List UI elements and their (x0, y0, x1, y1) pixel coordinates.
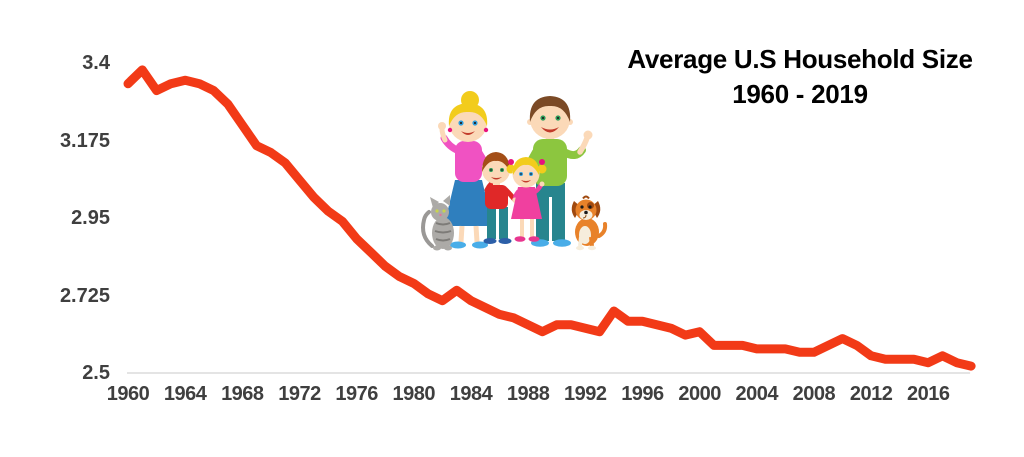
y-axis-tick-label: 2.725 (59, 284, 110, 307)
x-axis-tick-label: 1968 (221, 383, 264, 405)
x-axis-tick-label: 1964 (163, 383, 207, 405)
data-line (123, 65, 976, 371)
x-axis-tick-label: 1996 (621, 383, 664, 405)
x-axis-tick-label: 1960 (106, 383, 150, 405)
x-axis-tick-label: 1972 (278, 383, 321, 405)
chart-title-line2: 1960 - 2019 (732, 79, 868, 109)
girl-figure (506, 157, 547, 242)
dog-illustration (571, 195, 608, 251)
family-clipart-illustration (421, 91, 608, 251)
y-axis-tick-label: 2.95 (71, 207, 110, 229)
x-axis-tick-label: 2008 (792, 383, 836, 405)
x-axis-tick-label: 2004 (735, 383, 779, 405)
x-axis-tick-label: 2012 (849, 383, 893, 405)
x-axis-tick-label: 1980 (392, 383, 436, 405)
x-axis-tick-label: 2000 (678, 383, 721, 405)
y-axis-tick-label: 3.4 (82, 52, 110, 74)
y-axis-tick-label: 2.5 (82, 362, 110, 384)
y-axis-tick-label: 3.175 (59, 129, 110, 152)
x-axis-tick-label: 1984 (449, 383, 493, 405)
cat-illustration (421, 195, 454, 251)
chart-title-line1: Average U.S Household Size (627, 44, 973, 74)
x-axis-tick-label: 1988 (506, 383, 550, 405)
chart-title: Average U.S Household Size 1960 - 2019 (627, 42, 973, 112)
x-axis-tick-label: 1976 (335, 383, 378, 405)
x-axis-tick-label: 1992 (564, 383, 607, 405)
x-axis-tick-label: 2016 (906, 383, 950, 405)
